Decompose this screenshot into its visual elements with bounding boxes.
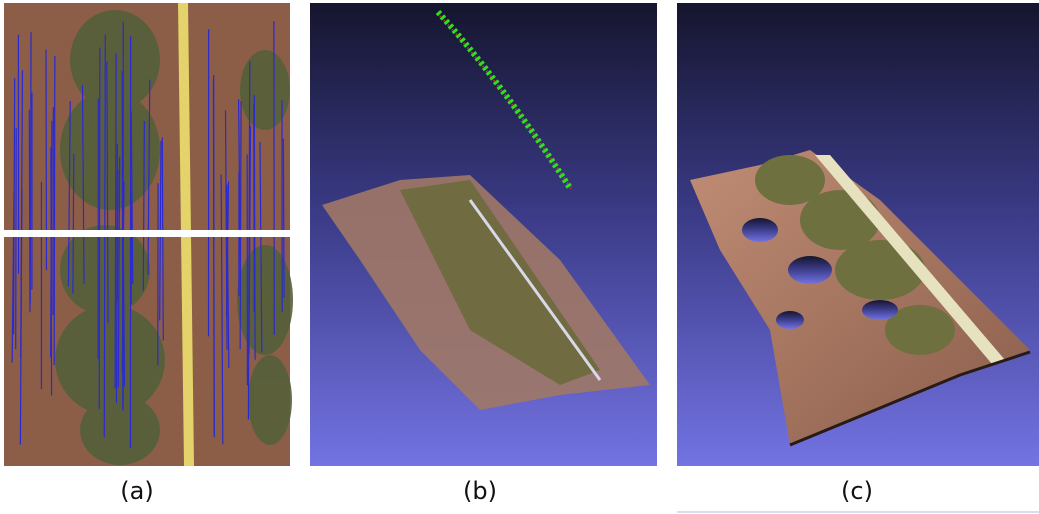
- match-line: [121, 180, 125, 373]
- match-line: [161, 137, 164, 341]
- match-line: [282, 138, 285, 298]
- match-line: [11, 192, 15, 363]
- match-line: [67, 101, 71, 287]
- holes: [742, 218, 898, 329]
- image-separator: [4, 230, 290, 237]
- match-line: [81, 84, 85, 284]
- tape-surface: [815, 155, 1005, 364]
- caption: (c): [841, 477, 873, 505]
- match-line: [20, 70, 24, 358]
- match-line: [29, 32, 32, 304]
- match-line: [247, 61, 251, 420]
- match-line: [226, 184, 230, 369]
- match-line: [259, 142, 263, 353]
- surface-edge: [789, 350, 1031, 447]
- match-line: [238, 99, 242, 284]
- match-line: [72, 153, 75, 294]
- match-line: [117, 156, 121, 388]
- caption: (b): [463, 477, 497, 505]
- panel-b-sparse-cloud: [310, 3, 657, 466]
- match-line: [98, 47, 101, 410]
- caption: (a): [120, 477, 153, 505]
- match-line: [50, 147, 53, 396]
- tape-points: [468, 199, 602, 381]
- match-line: [114, 53, 117, 389]
- match-line: [253, 94, 256, 360]
- panel-c-dense-model: [677, 3, 1039, 513]
- match-line: [142, 120, 145, 291]
- plant-points: [400, 180, 600, 385]
- feature-matches: [11, 21, 285, 449]
- match-line: [220, 174, 224, 445]
- plants: [55, 10, 293, 465]
- match-line: [239, 101, 242, 350]
- panel-a-image: [4, 3, 293, 466]
- match-line: [106, 61, 109, 324]
- match-line: [53, 56, 56, 365]
- match-line: [147, 79, 151, 275]
